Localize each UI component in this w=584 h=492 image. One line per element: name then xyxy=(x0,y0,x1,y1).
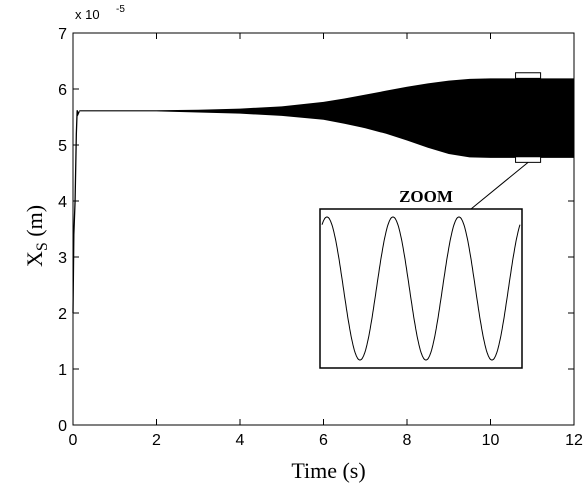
x-tick-label: 8 xyxy=(403,432,412,449)
y-tick-label: 4 xyxy=(58,194,67,211)
y-axis-label-main: X xyxy=(22,251,47,267)
y-ticks: 0 1 2 3 4 5 6 7 xyxy=(58,26,574,435)
y-tick-label: 7 xyxy=(58,26,67,43)
y-tick-label: 3 xyxy=(58,250,67,267)
y-axis-label-unit: (m) xyxy=(22,205,47,242)
transient-line xyxy=(72,110,80,314)
zoom-marker-upper xyxy=(515,72,542,79)
y-tick-label: 6 xyxy=(58,82,67,99)
x-tick-label: 10 xyxy=(482,432,500,449)
zoom-title: ZOOM xyxy=(399,187,453,206)
y-tick-label: 5 xyxy=(58,138,67,155)
x-tick-label: 6 xyxy=(319,432,328,449)
x-ticks: 0 2 4 6 8 10 12 xyxy=(69,33,583,449)
oscillation-band xyxy=(79,78,574,158)
y-exponent-label: x 10 -5 xyxy=(75,4,125,22)
y-axis-label: XS (m) xyxy=(22,205,51,267)
y-axis-label-sub: S xyxy=(34,242,51,251)
x-tick-label: 12 xyxy=(565,432,583,449)
y-multiplier: x 10 xyxy=(75,7,100,22)
y-tick-label: 2 xyxy=(58,306,67,323)
y-exponent: -5 xyxy=(116,4,125,15)
zoom-wave xyxy=(321,216,521,361)
x-tick-label: 4 xyxy=(236,432,245,449)
x-tick-label: 0 xyxy=(69,432,78,449)
x-tick-label: 2 xyxy=(152,432,161,449)
y-tick-label: 0 xyxy=(58,418,67,435)
zoom-connector xyxy=(470,161,529,210)
zoom-marker-lower xyxy=(515,156,542,163)
zoom-box xyxy=(319,208,523,369)
y-tick-label: 1 xyxy=(58,362,67,379)
zoom-inset: ZOOM xyxy=(319,187,523,369)
x-axis-label: Time (s) xyxy=(291,458,365,483)
